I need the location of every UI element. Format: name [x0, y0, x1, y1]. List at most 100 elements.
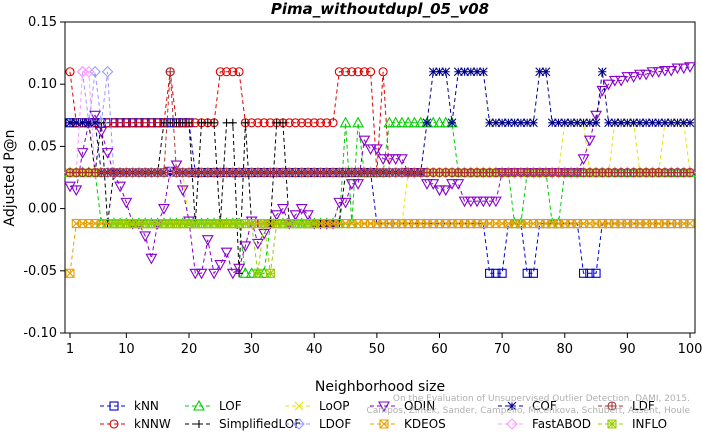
point-odin-51 — [383, 154, 396, 165]
point-ldf-16 — [165, 67, 175, 77]
plot-frame — [64, 21, 696, 334]
y-tick-label-4: 0.10 — [28, 77, 57, 92]
point-simplifiedlof-20 — [210, 118, 219, 127]
series-knn — [65, 118, 695, 278]
point-knnw-25 — [222, 67, 232, 77]
legend-item-lof: LOF — [185, 399, 242, 413]
point-cof-63 — [460, 67, 469, 77]
point-cof-61 — [447, 118, 457, 128]
point-cof-65 — [472, 67, 482, 77]
point-cof-1 — [71, 118, 81, 128]
point-knnw-30 — [253, 118, 263, 128]
point-odin-98 — [677, 63, 690, 75]
legend: kNN kNNW LOF SimplifiedLOF LoOP LDOF ODIN KDEOS… — [100, 399, 667, 431]
legend-marker-ldof — [293, 418, 305, 430]
point-knnw-13 — [146, 118, 156, 128]
point-odin-86 — [602, 79, 615, 91]
legend-label-fastabod: FastABOD — [532, 417, 591, 431]
point-kdeos-99 — [685, 218, 695, 229]
point-odin-26 — [226, 268, 239, 280]
point-odin-49 — [370, 144, 383, 156]
x-tick-label-7: 70 — [494, 342, 511, 357]
point-cof-80 — [566, 118, 576, 128]
point-knnw-7 — [109, 118, 119, 128]
series-knnw — [65, 67, 695, 178]
point-cof-87 — [610, 118, 620, 128]
series-inflo — [109, 218, 319, 278]
point-cof-79 — [560, 118, 570, 128]
y-axis: -0.10 -0.05 0.00 0.05 0.10 0.15 — [23, 15, 65, 341]
legend-marker-ldf — [607, 401, 617, 411]
point-cof-99 — [685, 118, 695, 128]
point-odin-61 — [446, 179, 458, 190]
legend-marker-cof — [507, 401, 517, 411]
point-cof-91 — [635, 118, 645, 128]
point-odin-2 — [76, 148, 89, 159]
point-cof-95 — [660, 118, 670, 128]
legend-item-ldof: LDOF — [285, 417, 351, 431]
point-cof-96 — [666, 118, 676, 128]
point-cof-88 — [616, 118, 626, 128]
point-odin-22 — [201, 235, 214, 246]
point-knn-84 — [591, 268, 601, 278]
legend-marker-lof — [193, 399, 205, 411]
point-simplifiedlof-23 — [228, 118, 237, 127]
legend-label-knnw: kNNW — [134, 417, 171, 431]
point-knn-67 — [485, 268, 495, 278]
point-odin-4 — [89, 110, 101, 122]
point-ldf-99 — [685, 167, 695, 178]
point-cof-3 — [84, 118, 94, 128]
point-odin-44 — [339, 197, 352, 209]
point-lof-52 — [389, 116, 402, 128]
point-knnw-45 — [347, 67, 357, 77]
point-cof-67 — [485, 118, 494, 128]
point-cof-97 — [673, 118, 682, 128]
point-knnw-27 — [234, 67, 244, 77]
point-odin-46 — [352, 179, 365, 190]
point-odin-96 — [665, 65, 678, 77]
legend-label-kdeos: KDEOS — [404, 417, 446, 431]
point-knnw-48 — [366, 67, 376, 77]
point-knn-73 — [522, 268, 532, 278]
legend-item-inflo: INFLO — [598, 417, 667, 431]
point-lof-54 — [402, 116, 415, 128]
point-odin-66 — [477, 196, 490, 208]
point-odin-9 — [120, 197, 133, 209]
x-tick-label-5: 50 — [369, 342, 386, 357]
legend-item-kdeos: KDEOS — [370, 417, 446, 431]
point-lof-53 — [395, 116, 408, 128]
point-odin-15 — [158, 204, 170, 215]
point-knnw-0 — [65, 67, 75, 77]
point-odin-58 — [427, 179, 440, 190]
legend-item-cof: COF — [498, 399, 557, 413]
point-odin-30 — [251, 238, 264, 250]
point-cof-69 — [497, 118, 507, 128]
series-simplifiedlof — [84, 118, 694, 278]
point-odin-31 — [258, 228, 271, 240]
point-ldof-4 — [101, 65, 114, 78]
point-odin-87 — [608, 75, 621, 87]
point-knn-83 — [585, 268, 595, 278]
legend-item-knn: kNN — [100, 399, 159, 413]
series-kdeos — [65, 218, 695, 278]
legend-label-knn: kNN — [134, 399, 159, 413]
point-knnw-44 — [341, 67, 351, 77]
point-cof-64 — [466, 67, 476, 77]
point-cof-62 — [453, 67, 463, 77]
x-tick-label-9: 90 — [619, 342, 636, 357]
point-odin-88 — [615, 75, 628, 87]
point-cof-58 — [428, 67, 438, 77]
y-tick-label-3: 0.05 — [28, 139, 57, 154]
point-cof-60 — [441, 67, 451, 77]
point-odin-60 — [439, 185, 452, 197]
point-knnw-39 — [309, 118, 319, 128]
legend-item-knnw: kNNW — [100, 417, 171, 431]
point-cof-83 — [585, 118, 595, 128]
point-odin-37 — [295, 204, 308, 215]
point-odin-83 — [583, 135, 596, 147]
point-odin-92 — [640, 69, 653, 81]
point-cof-85 — [597, 67, 607, 77]
point-knnw-24 — [215, 67, 225, 77]
point-odin-63 — [458, 196, 471, 208]
point-knn-82 — [578, 268, 589, 278]
